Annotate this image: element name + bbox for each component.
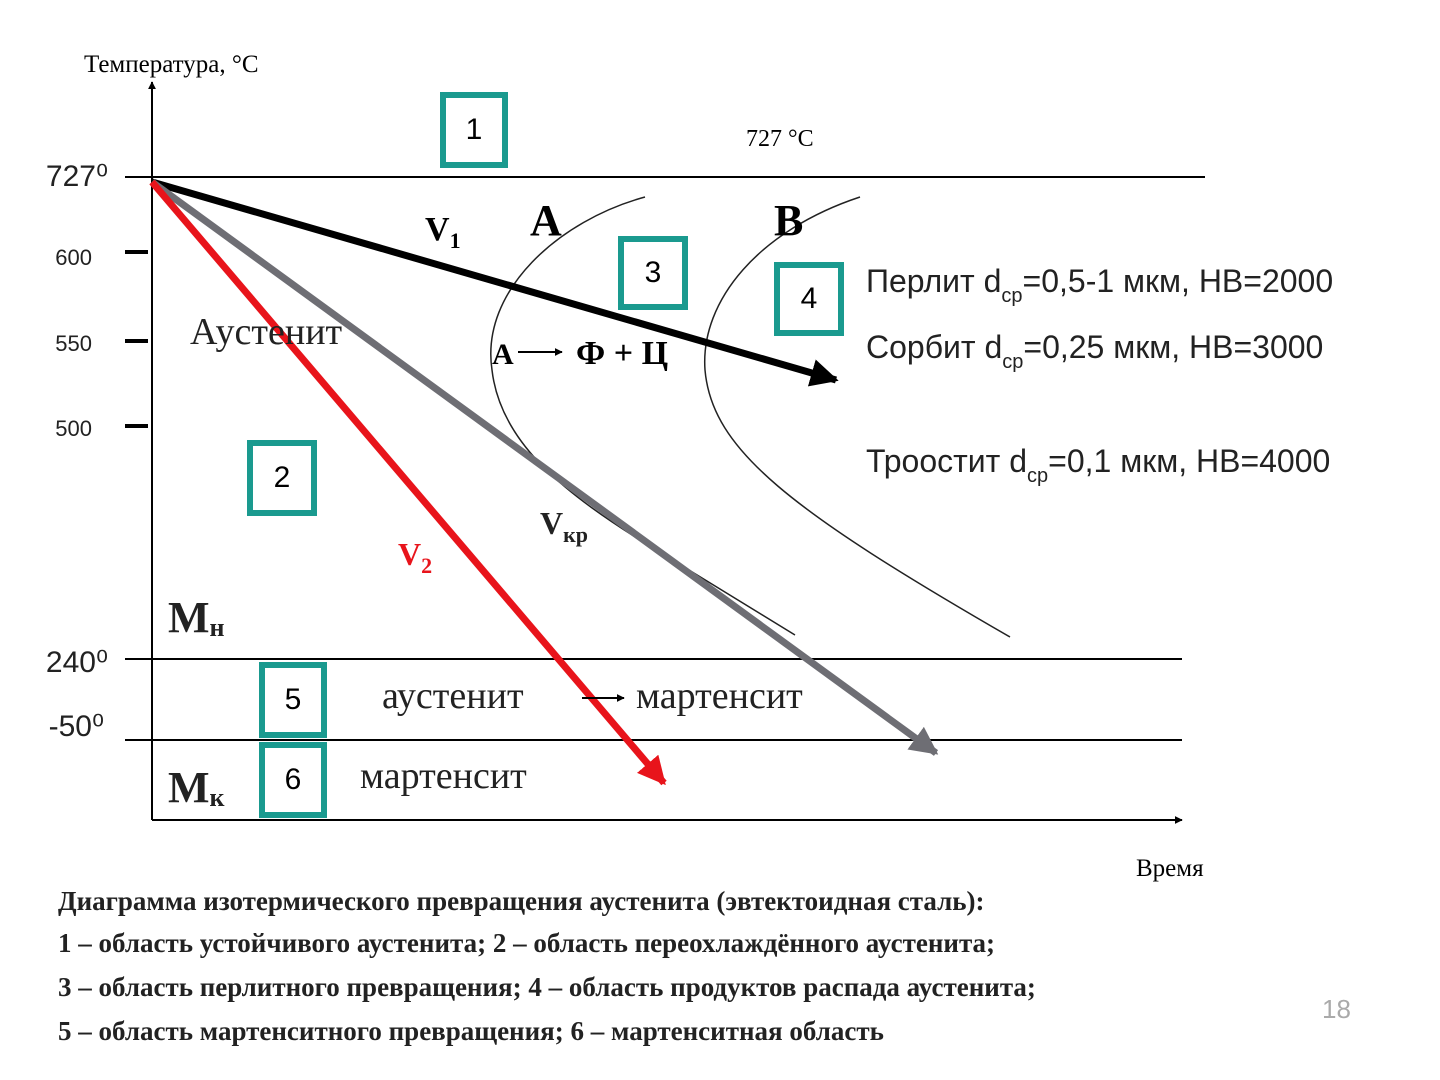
y-tick-label: 240⁰ [46,646,108,679]
region-number: 2 [274,461,291,494]
rate-main: V [425,211,450,248]
product: Сорбит dср=0,25 мкм, НВ=3000 [866,329,1323,373]
caption-line: Диаграмма изотермического превращения ау… [58,886,985,916]
phase-main: М [168,593,210,642]
product-name: Сорбит d [866,329,1002,365]
y-tick-label: 500 [55,416,92,441]
y-tick-label: 727⁰ [46,160,108,193]
rate-vkr [149,179,939,756]
region-number: 1 [466,113,483,146]
phase-main: М [168,763,210,812]
rate-sub: 1 [450,228,461,253]
rate-label: Vкр [540,505,588,547]
phase-label: мартенсит [360,755,527,797]
product-props: =0,1 мкм, НВ=4000 [1048,443,1330,479]
region-box [618,236,688,310]
rate-v1 [151,178,839,387]
curve-a [490,196,796,636]
annotation: 727 °C [746,126,814,152]
caption-line: 5 – область мартенситного превращения; 6… [58,1016,884,1046]
rate-main: V [398,536,421,572]
rate-main: V [540,505,563,541]
y-axis-label: Температура, °C [84,51,259,78]
phase-label: аустенит [382,675,524,717]
region-box [774,262,844,336]
caption-line: 1 – область устойчивого аустенита; 2 – о… [58,928,995,958]
caption-line: 3 – область перлитного превращения; 4 – … [58,972,1036,1002]
product-name: Троостит d [866,443,1027,479]
product-sub: ср [1001,285,1022,307]
rate-sub: 2 [421,553,432,578]
rate-v2 [149,179,667,786]
product-name: Перлит d [866,263,1001,299]
region-box [247,440,317,516]
curve-b [704,196,1011,638]
phase-label: мартенсит [636,675,803,717]
region-box [440,92,508,168]
region-number: 3 [645,256,662,289]
product-props: =0,25 мкм, НВ=3000 [1023,329,1323,365]
phase-sub: н [210,613,225,642]
region-box [259,742,327,818]
rate-label: V2 [398,536,432,578]
phase-label: Аустенит [190,311,343,353]
product-props: =0,5-1 мкм, НВ=2000 [1023,263,1334,299]
product: Троостит dср=0,1 мкм, НВ=4000 [866,443,1330,487]
phase-label: А [492,338,514,371]
y-tick-label: 550 [55,331,92,356]
y-tick-label: -50⁰ [49,710,104,743]
product-sub: ср [1002,351,1023,373]
phase-label: Ф + Ц [576,335,668,372]
curve-label: А [530,196,562,245]
product: Перлит dср=0,5-1 мкм, НВ=2000 [866,263,1333,307]
rate-label: V1 [425,211,461,253]
phase-label: Мн [168,593,225,642]
region-number: 5 [285,683,302,716]
region-box [259,662,327,738]
page-number: 18 [1322,994,1351,1024]
curve-label: В [774,196,803,245]
phase-sub: к [210,783,225,812]
ticks [125,250,148,428]
phase-label: Мк [168,763,225,812]
x-axis-label: Время [1136,855,1204,882]
y-tick-label: 600 [55,245,92,270]
region-number: 4 [801,282,818,315]
region-number: 6 [285,763,302,796]
product-sub: ср [1027,465,1048,487]
y-tick-labels: 727⁰ 600 550 500 240⁰ -50⁰ [46,160,108,743]
products: Перлит dср=0,5-1 мкм, НВ=2000 Сорбит dср… [866,263,1333,487]
rate-sub: кр [563,522,588,547]
